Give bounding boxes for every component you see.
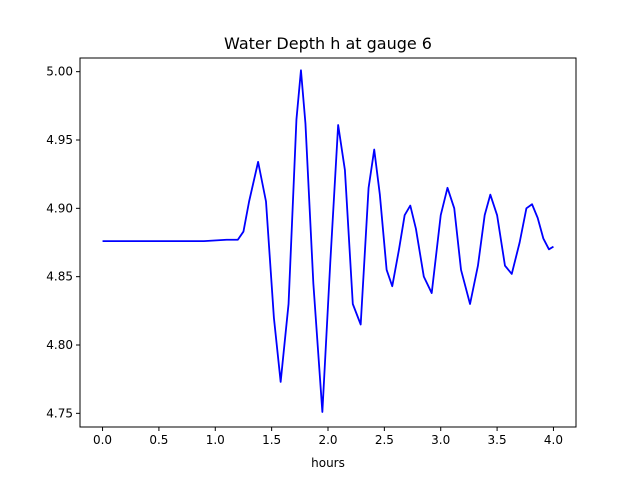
x-tick-label: 3.0 — [431, 433, 450, 447]
y-tick-label: 4.80 — [46, 338, 73, 352]
x-axis: 0.0 0.5 1.0 1.5 2.0 2.5 3.0 3.5 4.0 — [93, 427, 563, 447]
y-tick-label: 4.90 — [46, 201, 73, 215]
y-axis: 4.75 4.80 4.85 4.90 4.95 5.00 — [46, 65, 80, 420]
x-tick-label: 2.0 — [318, 433, 337, 447]
chart-title: Water Depth h at gauge 6 — [224, 34, 432, 53]
x-tick-label: 4.0 — [544, 433, 563, 447]
x-tick-label: 0.5 — [149, 433, 168, 447]
x-axis-label: hours — [311, 456, 345, 470]
y-tick-label: 4.85 — [46, 270, 73, 284]
series-line-0 — [102, 69, 554, 413]
y-tick-label: 4.95 — [46, 133, 73, 147]
x-tick-label: 0.0 — [93, 433, 112, 447]
x-tick-label: 1.5 — [262, 433, 281, 447]
plot-area — [79, 57, 577, 428]
x-tick-label: 1.0 — [206, 433, 225, 447]
x-tick-label: 2.5 — [375, 433, 394, 447]
y-tick-label: 5.00 — [46, 65, 73, 79]
y-tick-label: 4.75 — [46, 406, 73, 420]
x-tick-label: 3.5 — [488, 433, 507, 447]
